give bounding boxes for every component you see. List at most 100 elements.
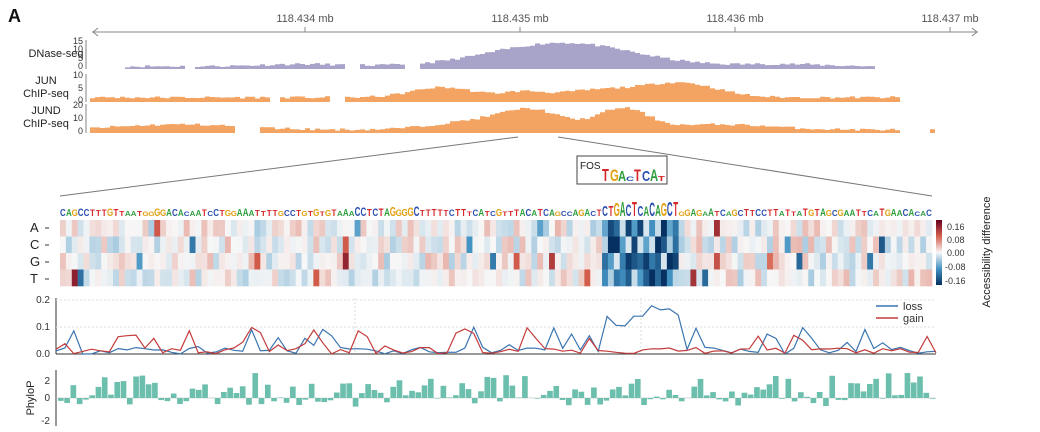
sequence-letter: T <box>673 199 678 221</box>
heatmap-cell <box>95 236 102 254</box>
heatmap-cell <box>65 269 73 287</box>
heatmap-cell <box>873 220 880 237</box>
phylop-bar <box>415 392 422 398</box>
heatmap-cell <box>772 253 780 270</box>
sequence-letter: T <box>467 210 472 218</box>
heatmap-cell <box>784 269 791 287</box>
heatmap-cell <box>401 253 408 270</box>
sequence-letter: G <box>578 208 585 219</box>
sequence-letter: T <box>255 209 260 218</box>
heatmap-cell <box>148 220 155 237</box>
sequence-letter: A <box>779 209 785 217</box>
heatmap-cell <box>460 269 467 287</box>
heatmap-cell <box>77 236 84 254</box>
heatmap-cell <box>89 253 96 270</box>
heatmap-cell <box>213 236 220 254</box>
sequence-letter: T <box>485 210 490 218</box>
heatmap-cell <box>95 220 102 237</box>
heatmap-cell <box>372 220 379 237</box>
heatmap-cell <box>549 253 556 270</box>
heatmap-cell <box>772 269 780 287</box>
heatmap-cell <box>118 253 126 270</box>
heatmap-cell <box>737 253 744 270</box>
heatmap-cell <box>896 253 903 270</box>
axis-right-arrow-icon <box>971 27 978 37</box>
phylop-bar <box>195 389 202 398</box>
heatmap-cell <box>160 220 167 237</box>
heatmap-cell <box>660 220 668 237</box>
heatmap-cell <box>372 253 379 270</box>
heatmap-cell <box>926 253 933 270</box>
sequence-letter: A <box>337 210 343 218</box>
heatmap-cell <box>77 220 84 237</box>
heatmap-cell <box>254 269 261 287</box>
heatmap-cell <box>896 269 903 287</box>
heatmap-cell <box>454 253 461 270</box>
phylop-bar <box>735 398 741 406</box>
heatmap-cell <box>136 220 143 237</box>
heatmap-cell <box>266 236 273 254</box>
heatmap-cell <box>873 253 880 270</box>
heatmap-cell <box>95 253 102 270</box>
heatmap-cell <box>360 220 367 237</box>
phylop-bar <box>885 373 892 398</box>
phylop-bar <box>202 384 208 398</box>
phylop-bar <box>377 392 384 398</box>
signal-area <box>90 82 900 102</box>
heatmap-cell <box>731 269 738 287</box>
heatmap-cell <box>342 220 349 237</box>
phylop-bar <box>641 398 647 405</box>
heatmap-cell <box>590 220 597 237</box>
heatmap-cell <box>113 236 120 254</box>
sequence-letter: T <box>102 207 108 218</box>
signal-area <box>125 42 875 69</box>
heatmap-cell <box>166 253 173 270</box>
phylop-bar <box>346 383 353 398</box>
heatmap-cell <box>195 269 202 287</box>
heatmap-cell <box>702 269 709 287</box>
heatmap-cell <box>248 253 255 270</box>
heatmap-cell <box>496 236 503 254</box>
heatmap-cell <box>849 253 856 270</box>
sequence-letter: A <box>178 208 184 218</box>
heatmap-cell <box>531 220 538 237</box>
heatmap-cell <box>372 236 379 254</box>
sequence-letter: C <box>561 209 567 218</box>
sequence-letter: A <box>820 207 826 219</box>
heatmap-cell <box>130 220 137 237</box>
heatmap-cell <box>914 220 921 237</box>
heatmap-cell <box>560 220 567 237</box>
sequence-letter: A <box>131 209 137 218</box>
phylop-bar <box>710 392 716 398</box>
heatmap-cell <box>342 236 349 254</box>
heatmap-cell <box>814 253 821 270</box>
heatmap-cell <box>778 253 785 270</box>
accessibility-heatmap <box>60 220 933 287</box>
heatmap-cell <box>560 236 567 254</box>
phylop-bar <box>308 383 315 398</box>
sequence-letter: C <box>649 199 655 221</box>
heatmap-cell <box>331 253 338 270</box>
genome-axis: 118.434 mb 118.435 mb 118.436 mb 118.437… <box>92 13 979 37</box>
heatmap-cell <box>602 220 609 237</box>
heatmap-cell <box>454 269 461 287</box>
heatmap-cell <box>808 253 815 270</box>
heatmap-cell <box>348 269 355 287</box>
heatmap-cell <box>331 220 338 237</box>
sequence-letter: G <box>72 207 78 218</box>
phylop-bar <box>490 377 497 398</box>
heatmap-cell <box>183 269 190 287</box>
phylop-bar <box>509 385 516 398</box>
heatmap-cell <box>419 220 426 237</box>
phylop-bar <box>126 398 133 405</box>
phylop-bar <box>829 375 836 398</box>
heatmap-cell <box>549 220 556 237</box>
sequence-letter: A <box>920 209 926 217</box>
heatmap-cell <box>454 236 461 254</box>
motif-letter: T <box>658 175 665 184</box>
sequence-letter: C <box>602 204 608 220</box>
heatmap-cell <box>65 236 73 254</box>
heatmap-cell <box>690 220 697 237</box>
heatmap-cell <box>778 236 785 254</box>
heatmap-cell <box>867 269 874 287</box>
